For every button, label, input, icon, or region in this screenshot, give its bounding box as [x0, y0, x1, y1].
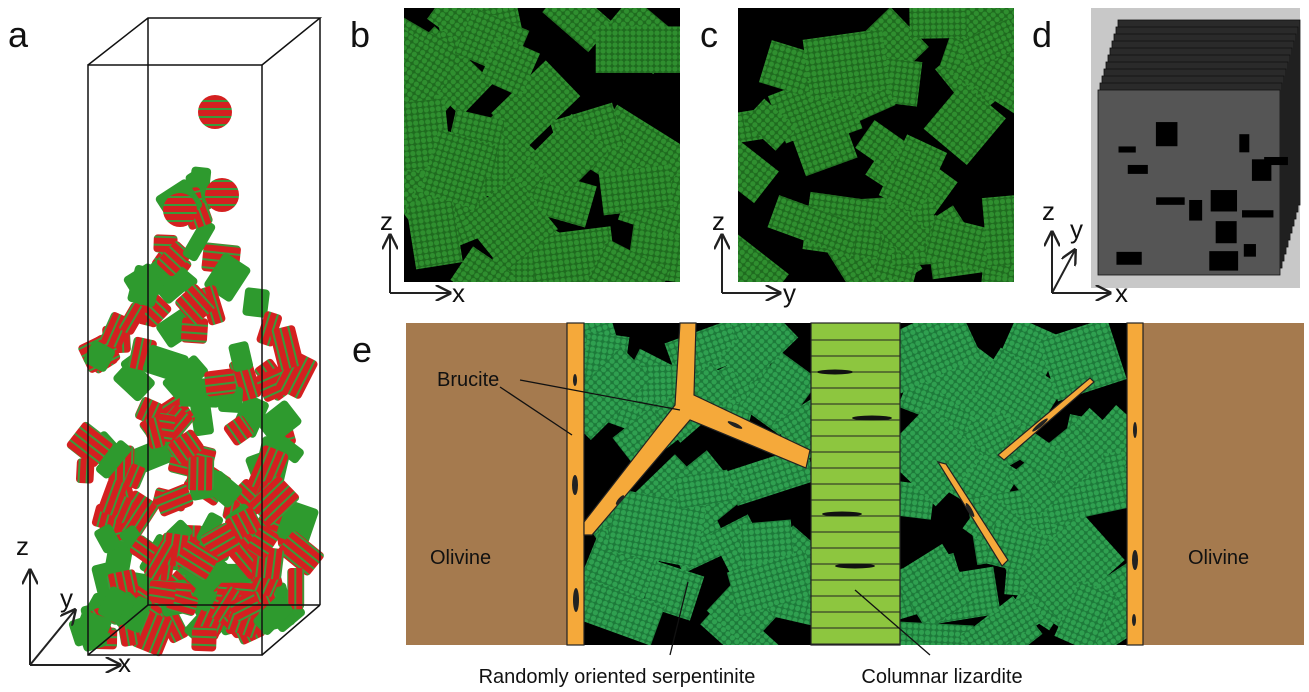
particle — [149, 583, 176, 606]
grain — [909, 0, 967, 39]
panel-label: d — [1032, 14, 1052, 55]
axis-label: z — [1042, 196, 1055, 226]
annotation: Randomly oriented serpentinite — [479, 666, 756, 688]
particle — [205, 178, 239, 212]
axis-label: z — [712, 206, 725, 236]
panel-label: c — [700, 14, 718, 55]
columnar-lizardite — [811, 323, 900, 645]
particle — [191, 626, 217, 651]
pore — [1209, 251, 1238, 270]
axis-label: x — [1115, 278, 1128, 308]
annotation: Olivine — [1188, 547, 1249, 569]
pore — [1252, 159, 1271, 181]
panel-label: e — [352, 329, 372, 370]
pore — [1128, 165, 1148, 174]
particle — [163, 193, 197, 227]
pore — [1156, 197, 1185, 205]
panel-d — [1052, 8, 1300, 293]
pore — [1156, 122, 1178, 146]
axis-label: y — [1070, 214, 1083, 244]
axis-label: x — [452, 278, 465, 308]
grain — [982, 194, 1037, 267]
pore — [1242, 210, 1273, 217]
grain — [803, 29, 891, 100]
slice-stack — [1098, 20, 1300, 275]
axis-label: y — [783, 278, 796, 308]
grain — [896, 622, 974, 666]
particle — [287, 568, 304, 609]
figure: a z y x b z x c z y d z y x e Brucite Ol… — [0, 0, 1309, 692]
panel-label: b — [350, 14, 370, 55]
axis-label: z — [380, 206, 393, 236]
pore — [1244, 244, 1256, 257]
annotation: Olivine — [430, 547, 491, 569]
panel-e — [406, 303, 1304, 679]
grain — [596, 26, 685, 72]
axis-label: z — [16, 531, 29, 561]
pore — [1116, 252, 1141, 265]
particle — [198, 95, 232, 129]
pore — [1216, 221, 1237, 243]
annotation: Columnar lizardite — [861, 666, 1022, 688]
pore — [1239, 134, 1249, 152]
particle-cluster — [65, 95, 325, 657]
pore — [1119, 146, 1136, 152]
particle — [187, 457, 214, 491]
grain — [599, 164, 674, 215]
particle — [204, 368, 237, 397]
axis-label: y — [60, 583, 73, 613]
olivine — [1143, 323, 1304, 645]
panel-a — [30, 18, 325, 665]
panel-label: a — [8, 14, 29, 55]
panel-b — [371, 0, 712, 319]
pore — [1211, 190, 1237, 211]
pore — [1189, 200, 1202, 221]
annotation: Brucite — [437, 369, 499, 391]
panel-c — [690, 0, 1055, 320]
axis-label: x — [118, 648, 131, 678]
particle — [76, 458, 95, 484]
